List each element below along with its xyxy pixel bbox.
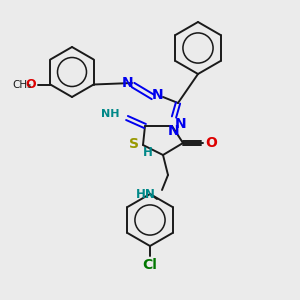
Text: O: O	[26, 78, 36, 91]
Text: N: N	[152, 88, 164, 102]
Text: S: S	[129, 137, 139, 151]
Text: HN: HN	[136, 188, 156, 202]
Text: CH₃: CH₃	[13, 80, 32, 89]
Text: N: N	[168, 124, 180, 138]
Text: N: N	[122, 76, 134, 90]
Text: NH: NH	[101, 109, 120, 119]
Text: Cl: Cl	[142, 258, 158, 272]
Text: N: N	[175, 117, 187, 131]
Text: O: O	[205, 136, 217, 150]
Text: H: H	[143, 146, 153, 158]
